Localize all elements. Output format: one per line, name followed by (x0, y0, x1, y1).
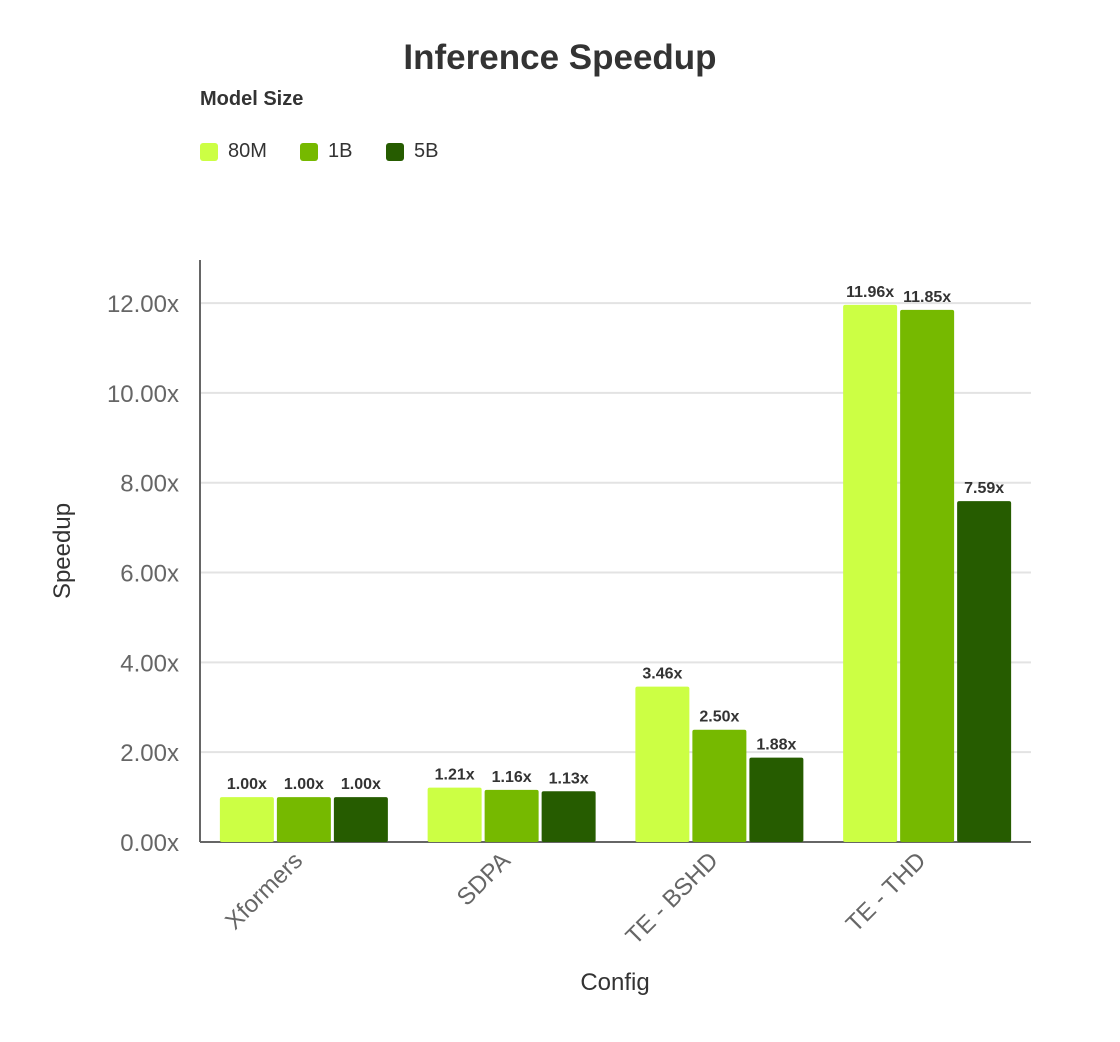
y-tick-label: 6.00x (120, 561, 179, 588)
data-label: 2.50x (699, 709, 739, 726)
data-label: 11.96x (846, 284, 894, 301)
legend-swatch-1b (300, 142, 318, 161)
y-tick-label: 0.00x (120, 830, 179, 857)
x-tick-label: TE - BSHD (621, 847, 724, 950)
legend-item-5b[interactable]: 5B (386, 140, 438, 163)
bar-5b-1 (541, 791, 596, 842)
bar-80m-3 (843, 304, 898, 842)
legend-label-1b: 1B (328, 140, 353, 162)
data-label: 11.85x (903, 289, 951, 306)
bar-5b-3 (957, 501, 1012, 842)
legend: 80M 1B 5B (200, 140, 438, 163)
data-label: 1.21x (435, 767, 475, 784)
y-tick-label: 10.00x (107, 381, 179, 408)
x-tick-label: SDPA (452, 847, 516, 911)
bar-1b-1 (484, 789, 539, 842)
bar-80m-1 (427, 787, 482, 842)
data-label: 1.00x (284, 776, 324, 793)
bar-80m-0 (219, 797, 274, 842)
y-tick-label: 2.00x (120, 740, 179, 767)
x-axis-title: Config (580, 969, 649, 996)
legend-item-1b[interactable]: 1B (300, 140, 386, 163)
legend-title: Model Size (200, 88, 304, 110)
data-label: 1.16x (492, 769, 532, 786)
bar-80m-2 (635, 686, 690, 842)
legend-swatch-80m (200, 142, 218, 161)
bar-5b-0 (333, 797, 388, 842)
legend-item-80m[interactable]: 80M (200, 140, 300, 163)
y-tick-label: 4.00x (120, 650, 179, 677)
y-tick-label: 12.00x (107, 291, 179, 318)
bar-1b-2 (692, 729, 747, 842)
y-tick-label: 8.00x (120, 471, 179, 498)
x-tick-label: Xformers (220, 847, 308, 935)
bar-5b-2 (749, 757, 804, 842)
y-axis-title: Speedup (49, 503, 76, 599)
data-label: 3.46x (642, 666, 682, 683)
x-tick-label: TE - THD (841, 847, 931, 937)
data-label: 1.00x (341, 776, 381, 793)
data-label: 1.13x (549, 770, 589, 787)
data-label: 1.88x (756, 737, 796, 754)
bar-1b-3 (900, 309, 955, 842)
data-label: 7.59x (964, 480, 1004, 497)
bar-1b-0 (276, 797, 331, 842)
legend-swatch-5b (386, 142, 404, 161)
chart-title: Inference Speedup (403, 38, 717, 77)
data-label: 1.00x (227, 776, 267, 793)
legend-label-5b: 5B (414, 140, 439, 162)
legend-label-80m: 80M (228, 140, 267, 162)
